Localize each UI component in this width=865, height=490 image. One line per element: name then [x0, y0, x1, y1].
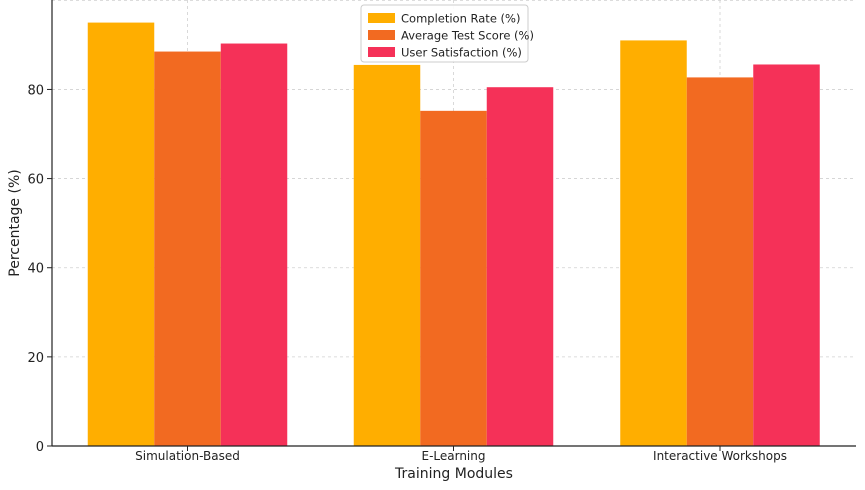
y-tick-label: 0	[36, 440, 44, 455]
bar	[420, 110, 487, 446]
y-tick-label: 40	[27, 262, 44, 277]
legend-label: Average Test Score (%)	[401, 29, 534, 43]
x-tick-label: Interactive Workshops	[653, 449, 787, 463]
bar	[220, 43, 288, 447]
y-tick-label: 20	[27, 351, 44, 366]
y-tick-label: 60	[27, 173, 44, 188]
legend-swatch	[368, 47, 395, 57]
legend-label: User Satisfaction (%)	[401, 46, 522, 60]
bar	[686, 77, 754, 446]
bar	[486, 87, 554, 447]
x-tick-label: Simulation-Based	[135, 449, 240, 463]
legend-label: Completion Rate (%)	[401, 12, 520, 26]
x-ticks: Simulation-Based E-Learning Interactive Wo…	[135, 446, 787, 463]
y-tick-label: 80	[27, 83, 44, 98]
y-axis-title: Percentage (%)	[7, 169, 23, 276]
bar	[87, 22, 155, 447]
x-axis-title: Training Modules	[394, 466, 513, 482]
bar	[620, 40, 687, 447]
x-tick-label: E-Learning	[421, 449, 485, 463]
bar	[154, 51, 221, 446]
legend-box	[360, 4, 529, 63]
bar	[753, 64, 820, 446]
legend: Completion Rate (%) Average Test Score (%…	[360, 4, 534, 63]
legend-swatch	[368, 30, 395, 40]
legend-swatch	[368, 13, 395, 23]
y-ticks: 0 20 40 60 80	[27, 83, 52, 455]
bars	[87, 22, 820, 447]
bar	[353, 64, 421, 446]
